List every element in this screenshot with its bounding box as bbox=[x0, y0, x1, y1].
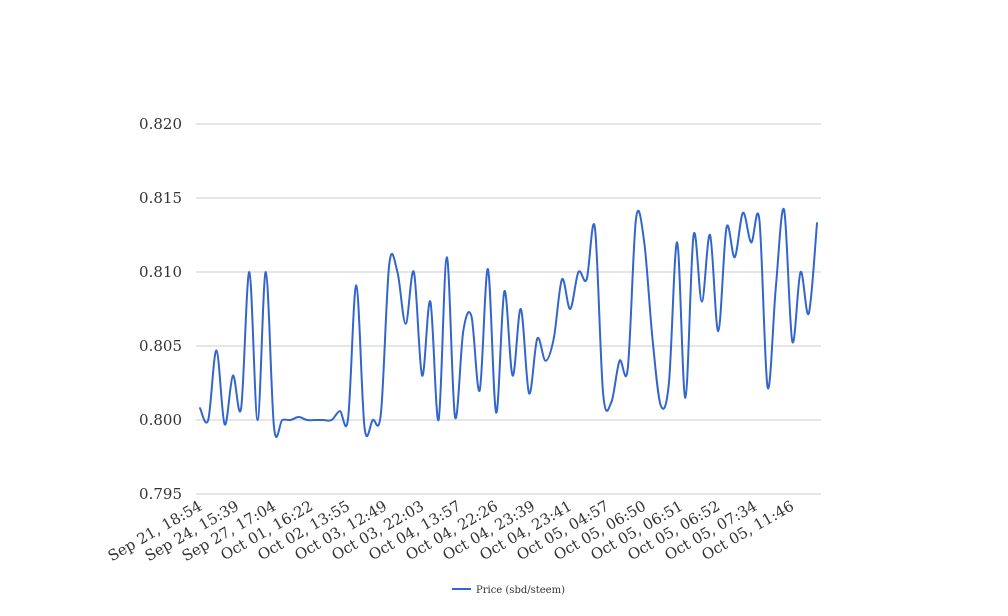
gridlines bbox=[196, 123, 821, 495]
series-layer bbox=[199, 207, 818, 438]
legend-label: Price (sbd/steem) bbox=[476, 585, 565, 596]
y-tick-label: 0.800 bbox=[139, 411, 182, 429]
y-tick-label: 0.820 bbox=[139, 115, 182, 133]
y-axis-tick-labels: 0.820 0.815 0.810 0.805 0.800 0.795 bbox=[139, 115, 182, 503]
y-tick-label: 0.815 bbox=[139, 189, 182, 207]
y-tick-label: 0.805 bbox=[139, 337, 182, 355]
y-tick-label: 0.795 bbox=[139, 485, 182, 503]
legend[interactable]: Price (sbd/steem) bbox=[452, 585, 565, 596]
y-tick-label: 0.810 bbox=[139, 263, 182, 281]
series-line[interactable] bbox=[199, 207, 818, 438]
